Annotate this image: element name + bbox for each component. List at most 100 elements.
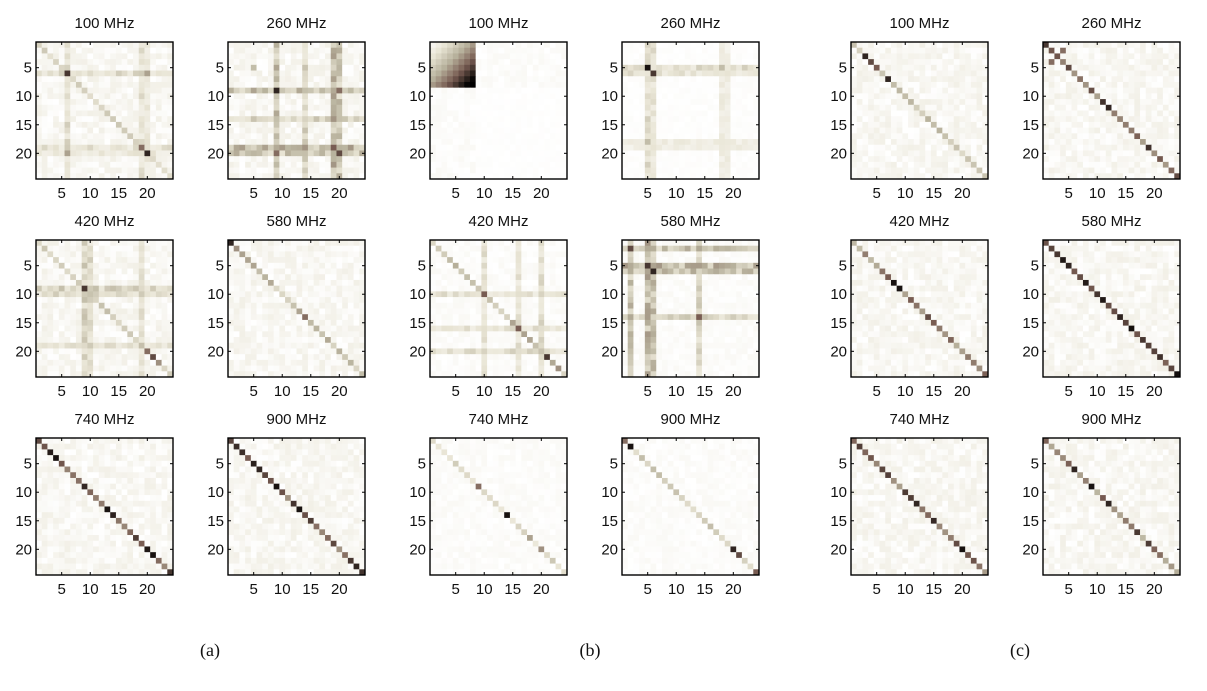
heatmap-cell — [228, 483, 235, 490]
heatmap-cell — [701, 64, 709, 71]
heatmap-cell — [138, 279, 145, 287]
heatmap-cell — [313, 460, 320, 467]
heatmap-cell — [53, 308, 60, 315]
heatmap-cell — [233, 455, 240, 462]
heatmap-cell — [347, 308, 354, 315]
heatmap-cell — [47, 240, 54, 247]
heatmap-cell — [441, 156, 448, 163]
heatmap-cell — [307, 523, 315, 530]
heatmap-cell — [228, 167, 235, 174]
heatmap-cell — [155, 262, 162, 269]
heatmap-cell — [353, 251, 360, 258]
heatmap-cell — [696, 59, 703, 66]
heatmap-cell — [115, 342, 123, 349]
heatmap-cell — [41, 308, 48, 315]
heatmap-cell — [504, 139, 511, 146]
heatmap-cell — [347, 257, 354, 264]
heatmap-cell — [336, 76, 343, 83]
heatmap-cell — [75, 342, 83, 349]
heatmap-cell — [161, 500, 168, 507]
heatmap-cell — [330, 291, 337, 298]
heatmap-cell — [713, 47, 720, 54]
heatmap-cell — [273, 348, 280, 355]
heatmap-cell — [336, 495, 343, 502]
heatmap-cell — [330, 359, 337, 366]
heatmap-cell — [75, 173, 83, 179]
heatmap-cell — [504, 76, 511, 83]
heatmap-cell — [492, 161, 499, 168]
heatmap-cell — [330, 262, 337, 269]
heatmap-cell — [509, 59, 517, 66]
heatmap-cell — [245, 506, 252, 513]
heatmap-cell — [262, 42, 269, 49]
heatmap-cell — [347, 251, 354, 258]
heatmap-cell — [98, 133, 105, 140]
heatmap-cell — [359, 87, 365, 94]
heatmap-cell — [441, 104, 448, 111]
heatmap-cell — [673, 116, 680, 123]
heatmap-cell — [435, 150, 442, 157]
heatmap-cell — [532, 104, 539, 111]
heatmap-cell — [41, 104, 48, 111]
heatmap-cell — [115, 314, 123, 321]
heatmap-cell — [325, 325, 332, 332]
heatmap-cell — [475, 104, 482, 111]
heatmap-cell — [313, 466, 320, 473]
heatmap-cell — [430, 99, 437, 106]
heatmap-cell — [464, 156, 471, 163]
heatmap-cell — [644, 42, 651, 49]
heatmap-cell — [730, 81, 737, 89]
heatmap-cell — [228, 274, 235, 281]
heatmap-cell — [285, 156, 292, 163]
y-tick-label: 15 — [15, 117, 32, 134]
heatmap-cell — [498, 133, 505, 140]
heatmap-cell — [307, 500, 315, 507]
heatmap-cell — [256, 495, 263, 502]
heatmap-cell — [492, 81, 499, 89]
heatmap-cell — [313, 438, 320, 445]
heatmap-cell — [239, 342, 246, 349]
heatmap-cell — [267, 314, 275, 321]
heatmap-cell — [307, 348, 315, 355]
heatmap-cell — [285, 279, 292, 287]
heatmap-cell — [155, 144, 162, 151]
heatmap-cell — [622, 161, 629, 168]
heatmap-cell — [70, 512, 77, 519]
heatmap-cell — [279, 557, 286, 564]
heatmap-cell — [233, 359, 240, 366]
heatmap-cell — [36, 76, 43, 83]
heatmap-cell — [127, 477, 134, 485]
heatmap-cell — [430, 139, 437, 146]
heatmap-cell — [161, 466, 168, 473]
heatmap-cell — [690, 150, 697, 157]
heatmap-cell — [58, 59, 65, 66]
heatmap-cell — [58, 449, 65, 456]
heatmap-cell — [36, 449, 43, 456]
heatmap-cell — [250, 251, 257, 258]
heatmap-cell — [47, 449, 54, 456]
heatmap-cell — [325, 144, 332, 151]
heatmap-cell — [127, 161, 134, 168]
heatmap-cell — [36, 110, 43, 117]
heatmap-cell — [64, 240, 71, 247]
heatmap-cell — [150, 308, 157, 315]
heatmap-cell — [167, 342, 173, 349]
heatmap-cell — [75, 297, 83, 304]
heatmap-cell — [133, 342, 140, 349]
heatmap-cell — [679, 81, 686, 89]
heatmap-cell — [656, 70, 663, 77]
heatmap-cell — [36, 563, 43, 570]
heatmap-cell — [336, 274, 343, 281]
heatmap-cell — [696, 116, 703, 123]
heatmap-cell — [239, 449, 246, 456]
heatmap-cell — [75, 161, 83, 168]
heatmap-cell — [121, 144, 128, 151]
heatmap-cell — [673, 42, 680, 49]
heatmap-cell — [650, 76, 657, 83]
heatmap-cell — [262, 342, 269, 349]
heatmap-cell — [144, 53, 151, 60]
heatmap-cell — [41, 144, 48, 151]
heatmap-cell — [342, 87, 349, 94]
heatmap-cell — [667, 53, 674, 60]
heatmap-cell — [150, 87, 157, 94]
